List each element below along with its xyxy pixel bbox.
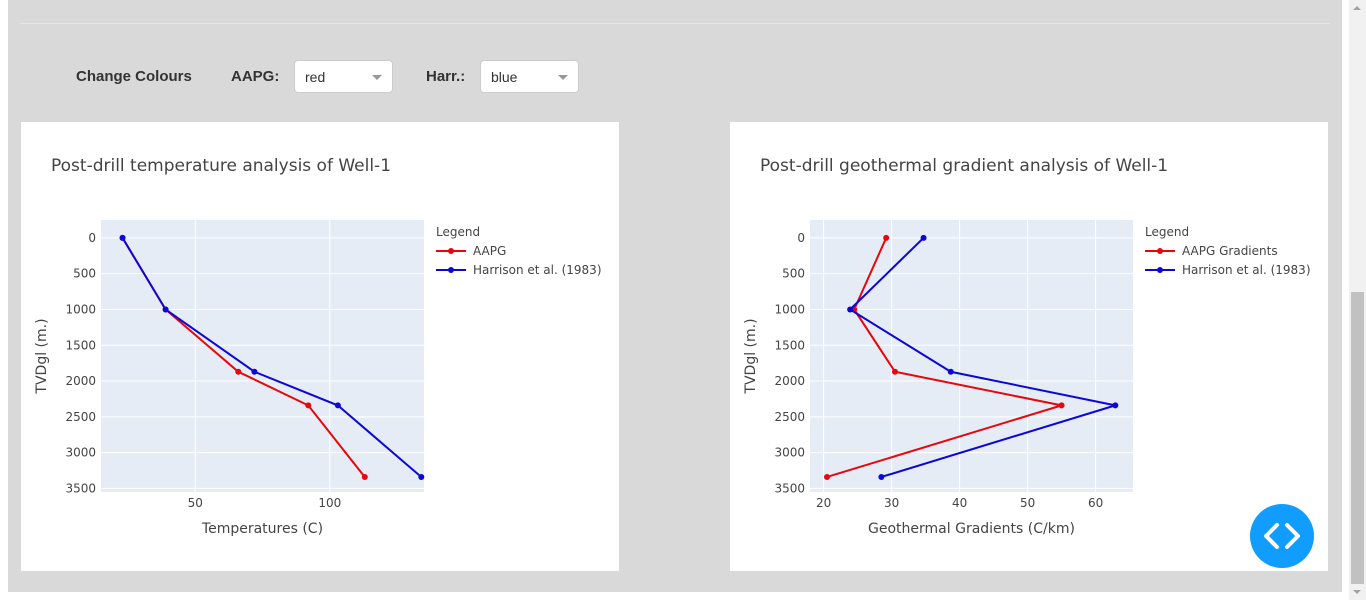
data-point [251,368,258,375]
data-point [418,473,425,480]
x-axis-title: Temperatures (C) [201,521,323,537]
data-point [847,306,854,313]
y-axis-title: TVDgl (m.) [34,318,50,394]
aapg-color-dropdown[interactable]: red [294,60,393,93]
y-tick-label: 0 [88,231,96,245]
gradient-chart: Post-drill geothermal gradient analysis … [743,156,1311,537]
plot-area [101,220,424,492]
data-point [920,234,927,241]
y-tick-label: 1000 [65,302,96,316]
x-tick-label: 50 [188,496,203,510]
x-tick-label: 30 [884,496,899,510]
y-tick-label: 3500 [65,481,96,495]
y-tick-label: 2500 [65,410,96,424]
y-tick-label: 3500 [774,481,805,495]
code-toggle-button[interactable] [1250,504,1314,568]
x-tick-label: 40 [952,496,967,510]
y-tick-label: 2000 [65,374,96,388]
legend-title: Legend [436,225,480,239]
data-point [824,473,830,480]
y-tick-label: 1500 [65,338,96,352]
code-brackets-icon [1264,523,1300,549]
data-point [1112,402,1119,409]
aapg-label: AAPG: [231,68,280,85]
legend-item: Harrison et al. (1983) [473,263,602,277]
y-axis-title: TVDgl (m.) [743,318,759,394]
chart-title: Post-drill geothermal gradient analysis … [760,156,1168,176]
data-point [361,473,368,480]
legend-title: Legend [1145,225,1189,239]
data-point [1058,402,1065,409]
aapg-color-value: red [305,69,326,85]
y-tick-label: 3000 [65,446,96,460]
legend-item: AAPG Gradients [1182,244,1278,258]
data-point [162,306,169,313]
legend-marker [1157,267,1163,273]
chevron-down-icon[interactable] [372,75,382,80]
legend-marker [1157,248,1163,254]
harr-color-value: blue [491,69,518,85]
data-point [305,402,312,409]
y-tick-label: 2000 [774,374,805,388]
legend-marker [448,248,454,254]
gradient-chart-panel: Post-drill geothermal gradient analysis … [730,122,1328,571]
x-tick-label: 100 [318,496,341,510]
data-point [235,368,242,375]
y-tick-label: 500 [782,267,805,281]
chevron-down-icon[interactable] [558,75,568,80]
divider [20,23,1330,24]
change-colours-label: Change Colours [76,68,192,85]
x-tick-label: 20 [816,496,831,510]
plot-area [810,220,1133,492]
y-tick-label: 2500 [774,410,805,424]
legend-marker [448,267,454,273]
data-point [878,473,885,480]
temperature-chart-panel: Post-drill temperature analysis of Well-… [21,122,619,571]
data-point [892,368,898,375]
y-tick-label: 500 [73,267,96,281]
y-tick-label: 1500 [774,338,805,352]
scroll-down-icon[interactable] [1353,590,1361,594]
chart-title: Post-drill temperature analysis of Well-… [51,156,391,176]
data-point [334,402,341,409]
x-axis-title: Geothermal Gradients (C/km) [868,521,1075,537]
y-tick-label: 0 [797,231,805,245]
data-point [119,234,126,241]
harr-color-dropdown[interactable]: blue [480,60,579,93]
temperature-chart: Post-drill temperature analysis of Well-… [34,156,602,537]
legend-item: Harrison et al. (1983) [1182,263,1311,277]
legend-item: AAPG [473,244,506,258]
x-tick-label: 50 [1020,496,1035,510]
y-tick-label: 3000 [774,446,805,460]
data-point [947,368,954,375]
x-tick-label: 60 [1088,496,1103,510]
scrollbar-thumb[interactable] [1351,292,1364,584]
harr-label: Harr.: [426,68,466,85]
data-point [883,234,890,241]
scroll-up-icon[interactable] [1353,6,1361,10]
y-tick-label: 1000 [774,302,805,316]
